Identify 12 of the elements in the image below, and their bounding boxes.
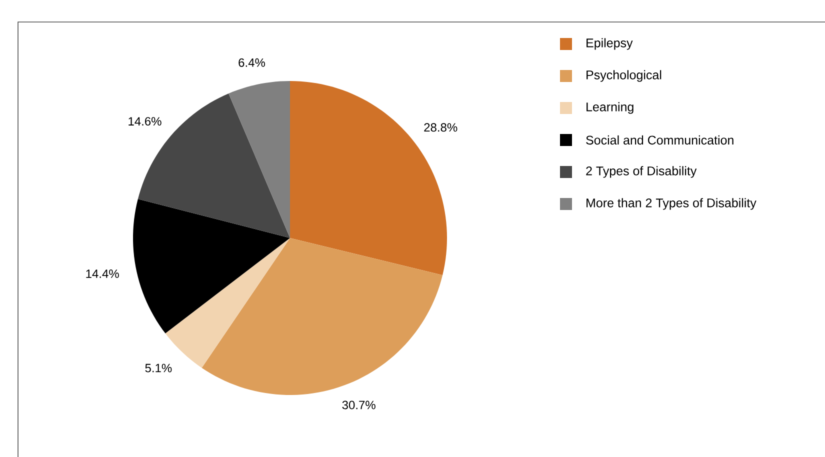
data-label: 14.4% [86, 270, 119, 278]
legend-label: Learning [586, 102, 634, 114]
legend-label: Social and Communication [586, 135, 734, 145]
data-label: 5.1% [145, 364, 172, 372]
data-label: 6.4% [238, 58, 265, 67]
data-label: 28.8% [424, 123, 458, 132]
data-label: 14.6% [128, 117, 162, 126]
legend-label: Epilepsy [586, 38, 633, 50]
legend-label: 2 Types of Disability [586, 166, 697, 178]
legend-label: Psychological [586, 70, 662, 82]
data-label: 30.7% [342, 400, 376, 410]
legend-label: More than 2 Types of Disability [586, 198, 756, 210]
